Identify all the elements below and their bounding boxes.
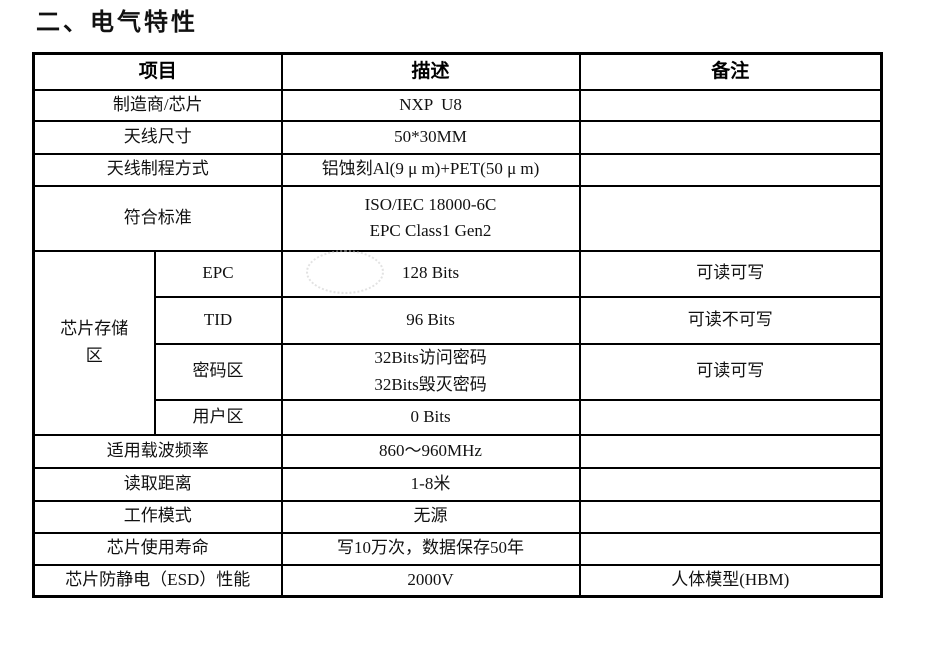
table-row: 制造商/芯片 NXP U8 (32, 88, 883, 122)
sub-item-cell: TID (153, 295, 283, 345)
sub-item-cell: 用户区 (153, 398, 283, 436)
remark-cell (578, 466, 883, 502)
table-row: 天线尺寸 50*30MM (32, 119, 883, 155)
remark-cell: 可读可写 (578, 342, 883, 401)
desc-cell: 50*30MM (280, 119, 581, 155)
item-cell: 制造商/芯片 (32, 88, 283, 122)
desc-cell: NXP U8 (280, 88, 581, 122)
remark-cell (578, 88, 883, 122)
desc-cell: 860～960MHz (280, 433, 581, 469)
desc-cell: 2000V (280, 563, 581, 598)
remark-cell (578, 184, 883, 252)
electrical-characteristics-table: 项目 描述 备注 制造商/芯片 NXP U8 天线尺寸 50*30MM 天线制程… (32, 52, 884, 598)
remark-cell (578, 152, 883, 187)
remark-cell: 可读不可写 (578, 295, 883, 345)
item-cell: 芯片使用寿命 (32, 531, 283, 566)
desc-cell: ISO/IEC 18000-6C EPC Class1 Gen2 (280, 184, 581, 252)
table-row: 适用载波频率 860～960MHz (32, 433, 883, 469)
table-row: 密码区 32Bits访问密码 32Bits毁灭密码 可读可写 (34, 342, 883, 401)
table-row: 用户区 0 Bits (34, 398, 883, 436)
header-description: 描述 (280, 52, 581, 91)
desc-cell: 铝蚀刻Al(9 μ m)+PET(50 μ m) (280, 152, 581, 187)
remark-cell: 可读可写 (578, 249, 883, 298)
table-row: TID 96 Bits 可读不可写 (34, 295, 883, 345)
table-header-row: 项目 描述 备注 (32, 52, 883, 91)
desc-cell: 96 Bits (280, 295, 581, 345)
page-title: 二、电气特性 (36, 10, 198, 36)
header-item: 项目 (32, 52, 283, 91)
item-cell: 符合标准 (32, 184, 283, 252)
table-row: 符合标准 ISO/IEC 18000-6C EPC Class1 Gen2 (32, 184, 883, 252)
table-row: 芯片防静电（ESD）性能 2000V 人体模型(HBM) (32, 563, 883, 598)
desc-cell: 0 Bits (280, 398, 581, 436)
remark-cell (578, 119, 883, 155)
desc-cell: 无源 (280, 499, 581, 534)
sub-item-cell: EPC (153, 249, 283, 298)
desc-cell: 32Bits访问密码 32Bits毁灭密码 (280, 342, 581, 401)
desc-cell: 128 Bits (280, 249, 581, 298)
item-cell: 读取距离 (32, 466, 283, 502)
remark-cell: 人体模型(HBM) (578, 563, 883, 598)
table-row: 天线制程方式 铝蚀刻Al(9 μ m)+PET(50 μ m) (32, 152, 883, 187)
table-row: 读取距离 1-8米 (32, 466, 883, 502)
item-cell: 工作模式 (32, 499, 283, 534)
desc-cell: 写10万次，数据保存50年 (280, 531, 581, 566)
table-row: 芯片存储 区 EPC 128 Bits 可读可写 (32, 249, 883, 436)
remark-cell (578, 499, 883, 534)
header-remark: 备注 (578, 52, 883, 91)
table-row: 芯片使用寿命 写10万次，数据保存50年 (32, 531, 883, 566)
sub-item-cell: 密码区 (153, 342, 283, 401)
remark-cell (578, 398, 883, 436)
table-row: 工作模式 无源 (32, 499, 883, 534)
desc-cell: 1-8米 (280, 466, 581, 502)
remark-cell (578, 433, 883, 469)
item-cell: 芯片防静电（ESD）性能 (32, 563, 283, 598)
item-cell: 天线尺寸 (32, 119, 283, 155)
remark-cell (578, 531, 883, 566)
row-group-label-cell: 芯片存储 区 (32, 249, 156, 436)
item-cell: 适用载波频率 (32, 433, 283, 469)
item-cell: 天线制程方式 (32, 152, 283, 187)
